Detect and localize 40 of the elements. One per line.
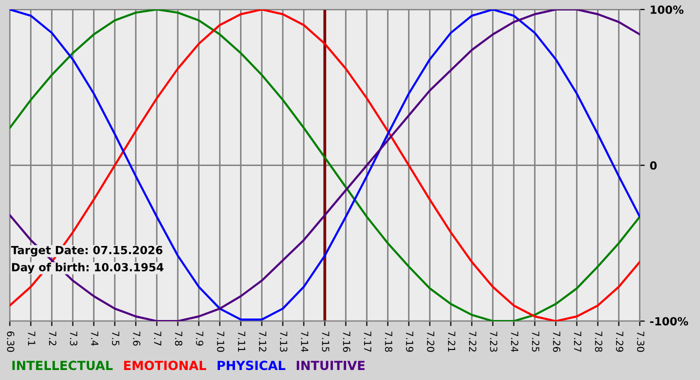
x-tick-label: 7.14 (301, 332, 308, 352)
x-tick-label: 7.13 (280, 332, 288, 352)
x-tick-label: 7.3 (70, 332, 78, 346)
x-tick-label: 7.1 (28, 332, 36, 346)
y-tick-label: 0 (650, 161, 657, 170)
text: PHYSICAL (218, 360, 286, 370)
x-tick-label: 7.15 (322, 332, 330, 352)
x-tick-label: 7.24 (511, 332, 518, 352)
x-tick-label: 7.8 (174, 332, 182, 346)
annotation: Day of birth: 10.03.1954 (12, 262, 164, 274)
text: INTELLECTUAL (12, 360, 113, 370)
x-tick-label: 7.21 (448, 332, 456, 352)
x-tick-label: 7.10 (216, 332, 224, 352)
x-tick-label: 7.6 (132, 332, 140, 346)
x-tick-label: 7.9 (196, 332, 204, 346)
x-tick-label: 7.5 (112, 332, 120, 346)
x-tick-label: 7.4 (91, 332, 98, 346)
text: INTUITIVE (296, 360, 365, 370)
annotation: Target Date: 07.15.2026 (11, 246, 162, 257)
x-tick-label: 7.27 (574, 332, 582, 352)
x-tick-label: 7.2 (49, 332, 56, 346)
x-tick-label: 7.20 (426, 332, 434, 352)
y-tick-label: -100% (650, 317, 688, 326)
x-tick-label: 7.29 (616, 332, 624, 352)
x-tick-label: 7.25 (532, 332, 540, 352)
x-tick-label: 7.17 (364, 332, 372, 352)
x-tick-label: 7.26 (552, 332, 560, 352)
x-tick-label: 7.18 (384, 332, 392, 352)
x-tick-label: 7.28 (594, 332, 602, 352)
x-tick-label: 6.30 (6, 332, 14, 352)
text: EMOTIONAL (124, 360, 206, 370)
x-tick-label: 7.7 (154, 332, 162, 346)
x-tick-label: 7.11 (238, 332, 246, 352)
x-tick-label: 7.16 (342, 332, 350, 352)
x-tick-label: 7.30 (636, 332, 644, 352)
y-tick-label: 100% (650, 5, 684, 14)
x-tick-label: 7.22 (469, 332, 476, 352)
x-tick-label: 7.19 (406, 332, 414, 352)
x-tick-label: 7.12 (259, 332, 266, 352)
x-tick-label: 7.23 (490, 332, 498, 352)
